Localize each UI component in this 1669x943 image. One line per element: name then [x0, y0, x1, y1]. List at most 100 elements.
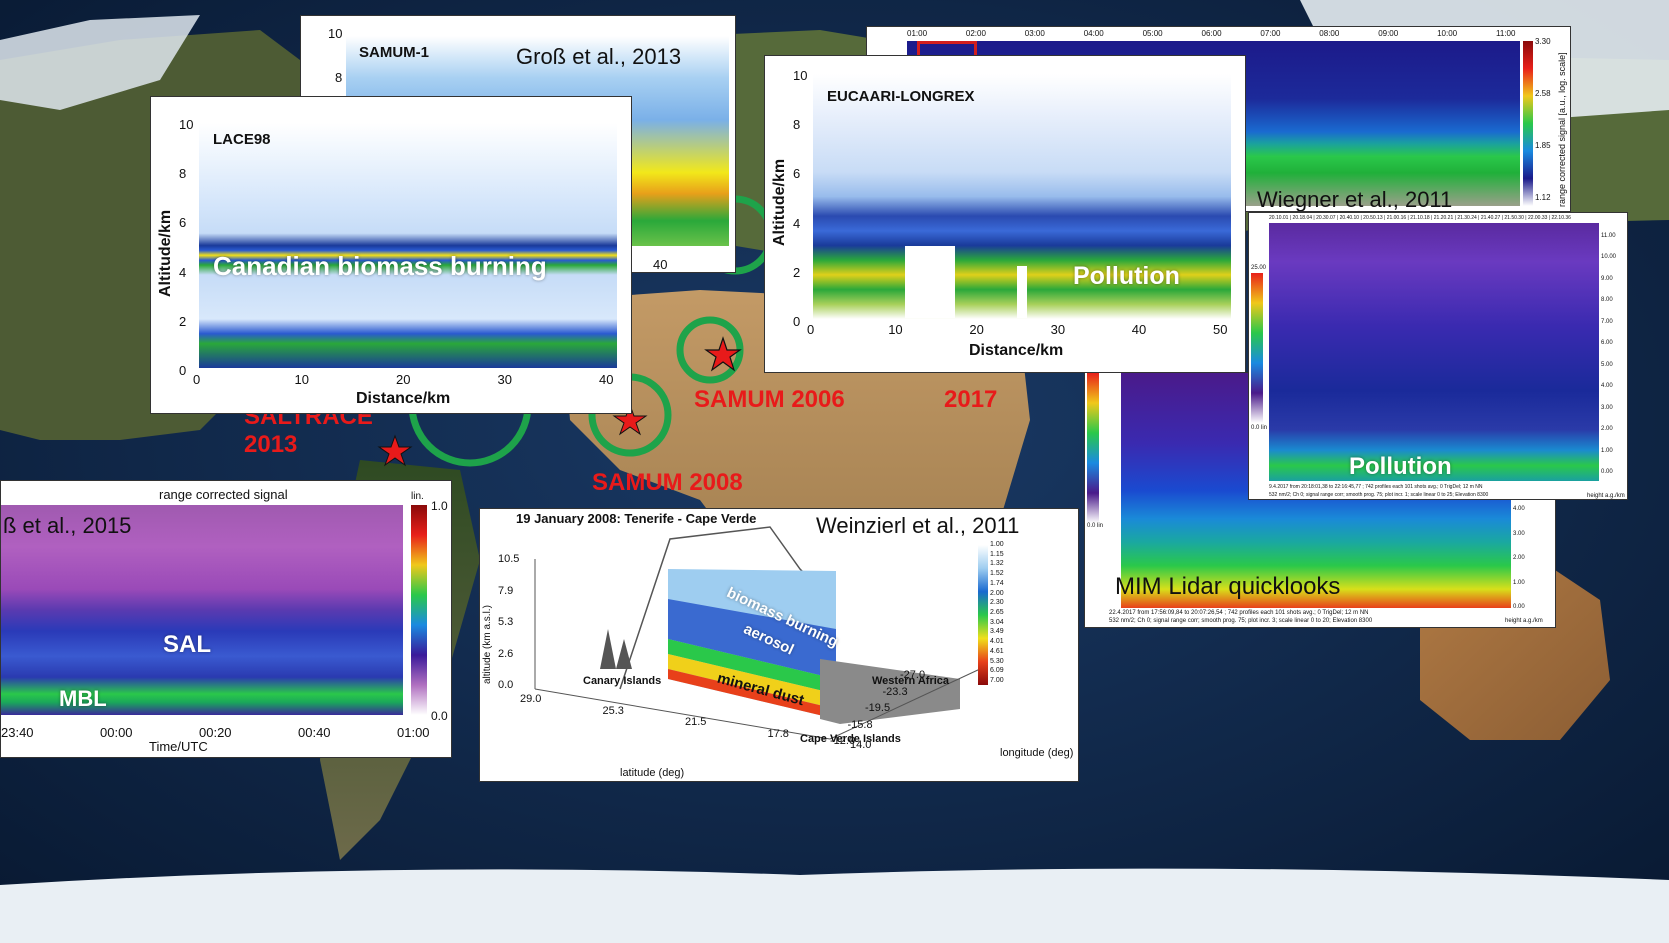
lace98-xtick-4: 40: [599, 372, 614, 387]
mim-back-ytick-2: 2.00: [1513, 555, 1525, 561]
mim-back-label: MIM Lidar quicklooks: [1115, 573, 1341, 600]
mim-front-panel: 20.10.01 | 20.18.04 | 20.30.07 | 20.40.1…: [1248, 212, 1628, 500]
eucaari-ylabel: Altitude/km: [771, 158, 788, 246]
campaign-label-2017: 2017: [944, 386, 998, 413]
wiegner-citation: Wiegner et al., 2011: [1257, 187, 1453, 212]
samum2008-star-icon: [612, 403, 648, 436]
lace98-y-ticks: 10 8 6 4 2 0: [179, 117, 197, 378]
saltrace-star-icon: [377, 434, 413, 467]
eucaari-ytick-0: 10: [793, 68, 808, 83]
weinzierl-lat-label: latitude (deg): [620, 767, 685, 779]
lace98-xlabel: Distance/km: [356, 390, 451, 407]
eucaari-ytick-2: 6: [793, 166, 801, 182]
wiegner-time-3: 04:00: [1083, 29, 1104, 38]
mim-back-ytick-0: 4.00: [1513, 506, 1525, 512]
gross2015-xlabel: Time/UTC: [149, 739, 208, 754]
weinzierl-ztick-1: 7.9: [498, 584, 514, 597]
eucaari-x-ticks: 0 10 20 30 40 50: [807, 322, 1237, 338]
eucaari-panel: EUCAARI-LONGREX Pollution Altitude/km Di…: [764, 55, 1246, 373]
antarctica-ice: [0, 868, 1669, 943]
samum1-ytick-10: 10: [328, 26, 343, 41]
campaign-label-samum2006: SAMUM 2006: [694, 386, 845, 413]
mim-front-colorbar-top: 25.00: [1251, 265, 1267, 271]
mim-front-ytick-3: 8.00: [1601, 297, 1613, 304]
samum1-title: SAMUM-1: [359, 44, 429, 61]
mim-front-footer: 9.4.2017 from 20:18:01,38 to 22:16:45,77…: [1269, 484, 1483, 490]
eucaari-xtick-3: 30: [1050, 322, 1066, 337]
weinzierl-cbtick-13: 6.09: [990, 667, 1004, 675]
mim-front-ytick-1: 10.00: [1601, 254, 1617, 261]
lace98-xtick-3: 30: [497, 372, 512, 387]
wiegner-time-6: 07:00: [1260, 29, 1281, 38]
lace98-overlay-label: Canadian biomass burning: [213, 251, 547, 281]
eucaari-xtick-0: 0: [807, 322, 815, 337]
weinzierl-cbtick-7: 2.65: [990, 609, 1004, 616]
eucaari-xtick-4: 40: [1131, 322, 1147, 337]
mim-front-ytick-4: 7.00: [1601, 318, 1613, 325]
mim-back-footer: 22.4.2017 from 17:56:09,84 to 20:07:26,5…: [1109, 610, 1369, 616]
weinzierl-lat-ticks: 29.0 25.3 21.5 17.8 14.0: [520, 693, 880, 753]
gross2015-panel: range corrected signal ß et al., 2015 SA…: [0, 480, 452, 758]
weinzierl-lontick-0: -12.0: [830, 735, 856, 747]
gross2015-xtick-3: 00:40: [298, 725, 331, 740]
wiegner-colorbar-label: range corrected signal [a.u., log. scale…: [1557, 52, 1567, 207]
mim-front-footer2: 532 nm/2; Ch 0; signal range corr; smoot…: [1269, 492, 1489, 498]
gross2015-x-ticks: 23:40 00:00 00:20 00:40 01:00: [1, 725, 430, 741]
wiegner-time-9: 10:00: [1437, 29, 1458, 38]
weinzierl-citation: Weinzierl et al., 2011: [816, 513, 1020, 538]
weinzierl-lattick-1: 25.3: [602, 704, 624, 717]
mim-front-ytick-11: 0.00: [1601, 469, 1613, 475]
samum1-citation: Groß et al., 2013: [516, 44, 682, 69]
weinzierl-place-canary: Canary Islands: [583, 675, 662, 687]
gross2015-cb-bottom: 0.0: [431, 709, 448, 723]
mim-front-ytick-7: 4.00: [1601, 383, 1613, 390]
eucaari-gap-2: [1017, 266, 1027, 318]
weinzierl-lattick-4: 14.0: [850, 739, 872, 751]
gross2015-title: range corrected signal: [159, 487, 288, 502]
eucaari-ytick-1: 8: [793, 117, 801, 133]
weinzierl-lontick-3: -23.3: [882, 685, 908, 698]
wiegner-cbtick-3: 1.12: [1535, 193, 1551, 202]
gross2015-citation: ß et al., 2015: [3, 513, 132, 538]
mim-front-colorbar-bottom: 0.0 lin: [1251, 425, 1268, 431]
gross2015-lidar-image: [1, 505, 403, 715]
mim-front-overlay-label: Pollution: [1349, 453, 1452, 480]
wiegner-time-5: 06:00: [1201, 29, 1222, 38]
lace98-ytick-2: 6: [179, 215, 187, 231]
weinzierl-curtain-green: [668, 639, 836, 694]
gross2015-xtick-2: 00:20: [199, 725, 232, 740]
weinzierl-lontick-1: -15.8: [847, 718, 873, 731]
weinzierl-cbtick-14: 7.00: [990, 677, 1004, 684]
wiegner-time-4: 05:00: [1142, 29, 1163, 38]
weinzierl-ztick-0: 10.5: [498, 553, 520, 565]
lace98-ytick-3: 4: [179, 264, 187, 280]
gross2015-sal-label: SAL: [163, 631, 211, 658]
weinzierl-colorbar: [978, 545, 988, 685]
mim-back-y-ticks: 4.00 3.00 2.00 1.00 0.00: [1513, 506, 1553, 618]
mim-back-height-label: height a.g./km: [1505, 618, 1543, 624]
weinzierl-panel: 19 January 2008: Tenerife - Cape Verde W…: [479, 508, 1079, 782]
weinzierl-lattick-0: 29.0: [520, 693, 542, 705]
weinzierl-cbtick-6: 2.30: [990, 599, 1004, 607]
weinzierl-cbtick-12: 5.30: [990, 657, 1004, 665]
weinzierl-cbtick-3: 1.52: [990, 570, 1004, 578]
wiegner-cbtick-1: 2.58: [1535, 89, 1551, 98]
weinzierl-cbtick-9: 3.49: [990, 628, 1004, 636]
weinzierl-cbtick-4: 1.74: [990, 579, 1004, 587]
gross2015-mbl-label: MBL: [59, 686, 107, 711]
gross2015-xtick-4: 01:00: [397, 725, 430, 740]
wiegner-time-axis: 01:00 02:00 03:00 04:00 05:00 06:00 07:00 08:00…: [907, 29, 1520, 41]
weinzierl-lattick-2: 21.5: [685, 716, 707, 728]
weinzierl-curtain-yellow: [668, 654, 836, 709]
gross2015-cb-top: 1.0: [431, 499, 448, 513]
weinzierl-lattick-3: 17.8: [767, 727, 789, 740]
gross2015-xtick-0: 23:40: [1, 725, 34, 740]
weinzierl-zlabel: altitude (km a.s.l.): [482, 605, 493, 684]
samum1-xtick-40: 40: [653, 257, 668, 272]
mim-front-colorbar: [1251, 273, 1263, 423]
mim-back-colorbar-bottom: 0.0 lin: [1087, 523, 1104, 529]
eucaari-overlay-label: Pollution: [1073, 262, 1180, 290]
weinzierl-cbtick-11: 4.61: [990, 647, 1004, 655]
weinzierl-colorbar-ticks: 1.00 1.15 1.32 1.52 1.74 2.00 2.30 2.65 3.04 3.49…: [990, 541, 1030, 691]
north-america-ice: [0, 15, 200, 110]
